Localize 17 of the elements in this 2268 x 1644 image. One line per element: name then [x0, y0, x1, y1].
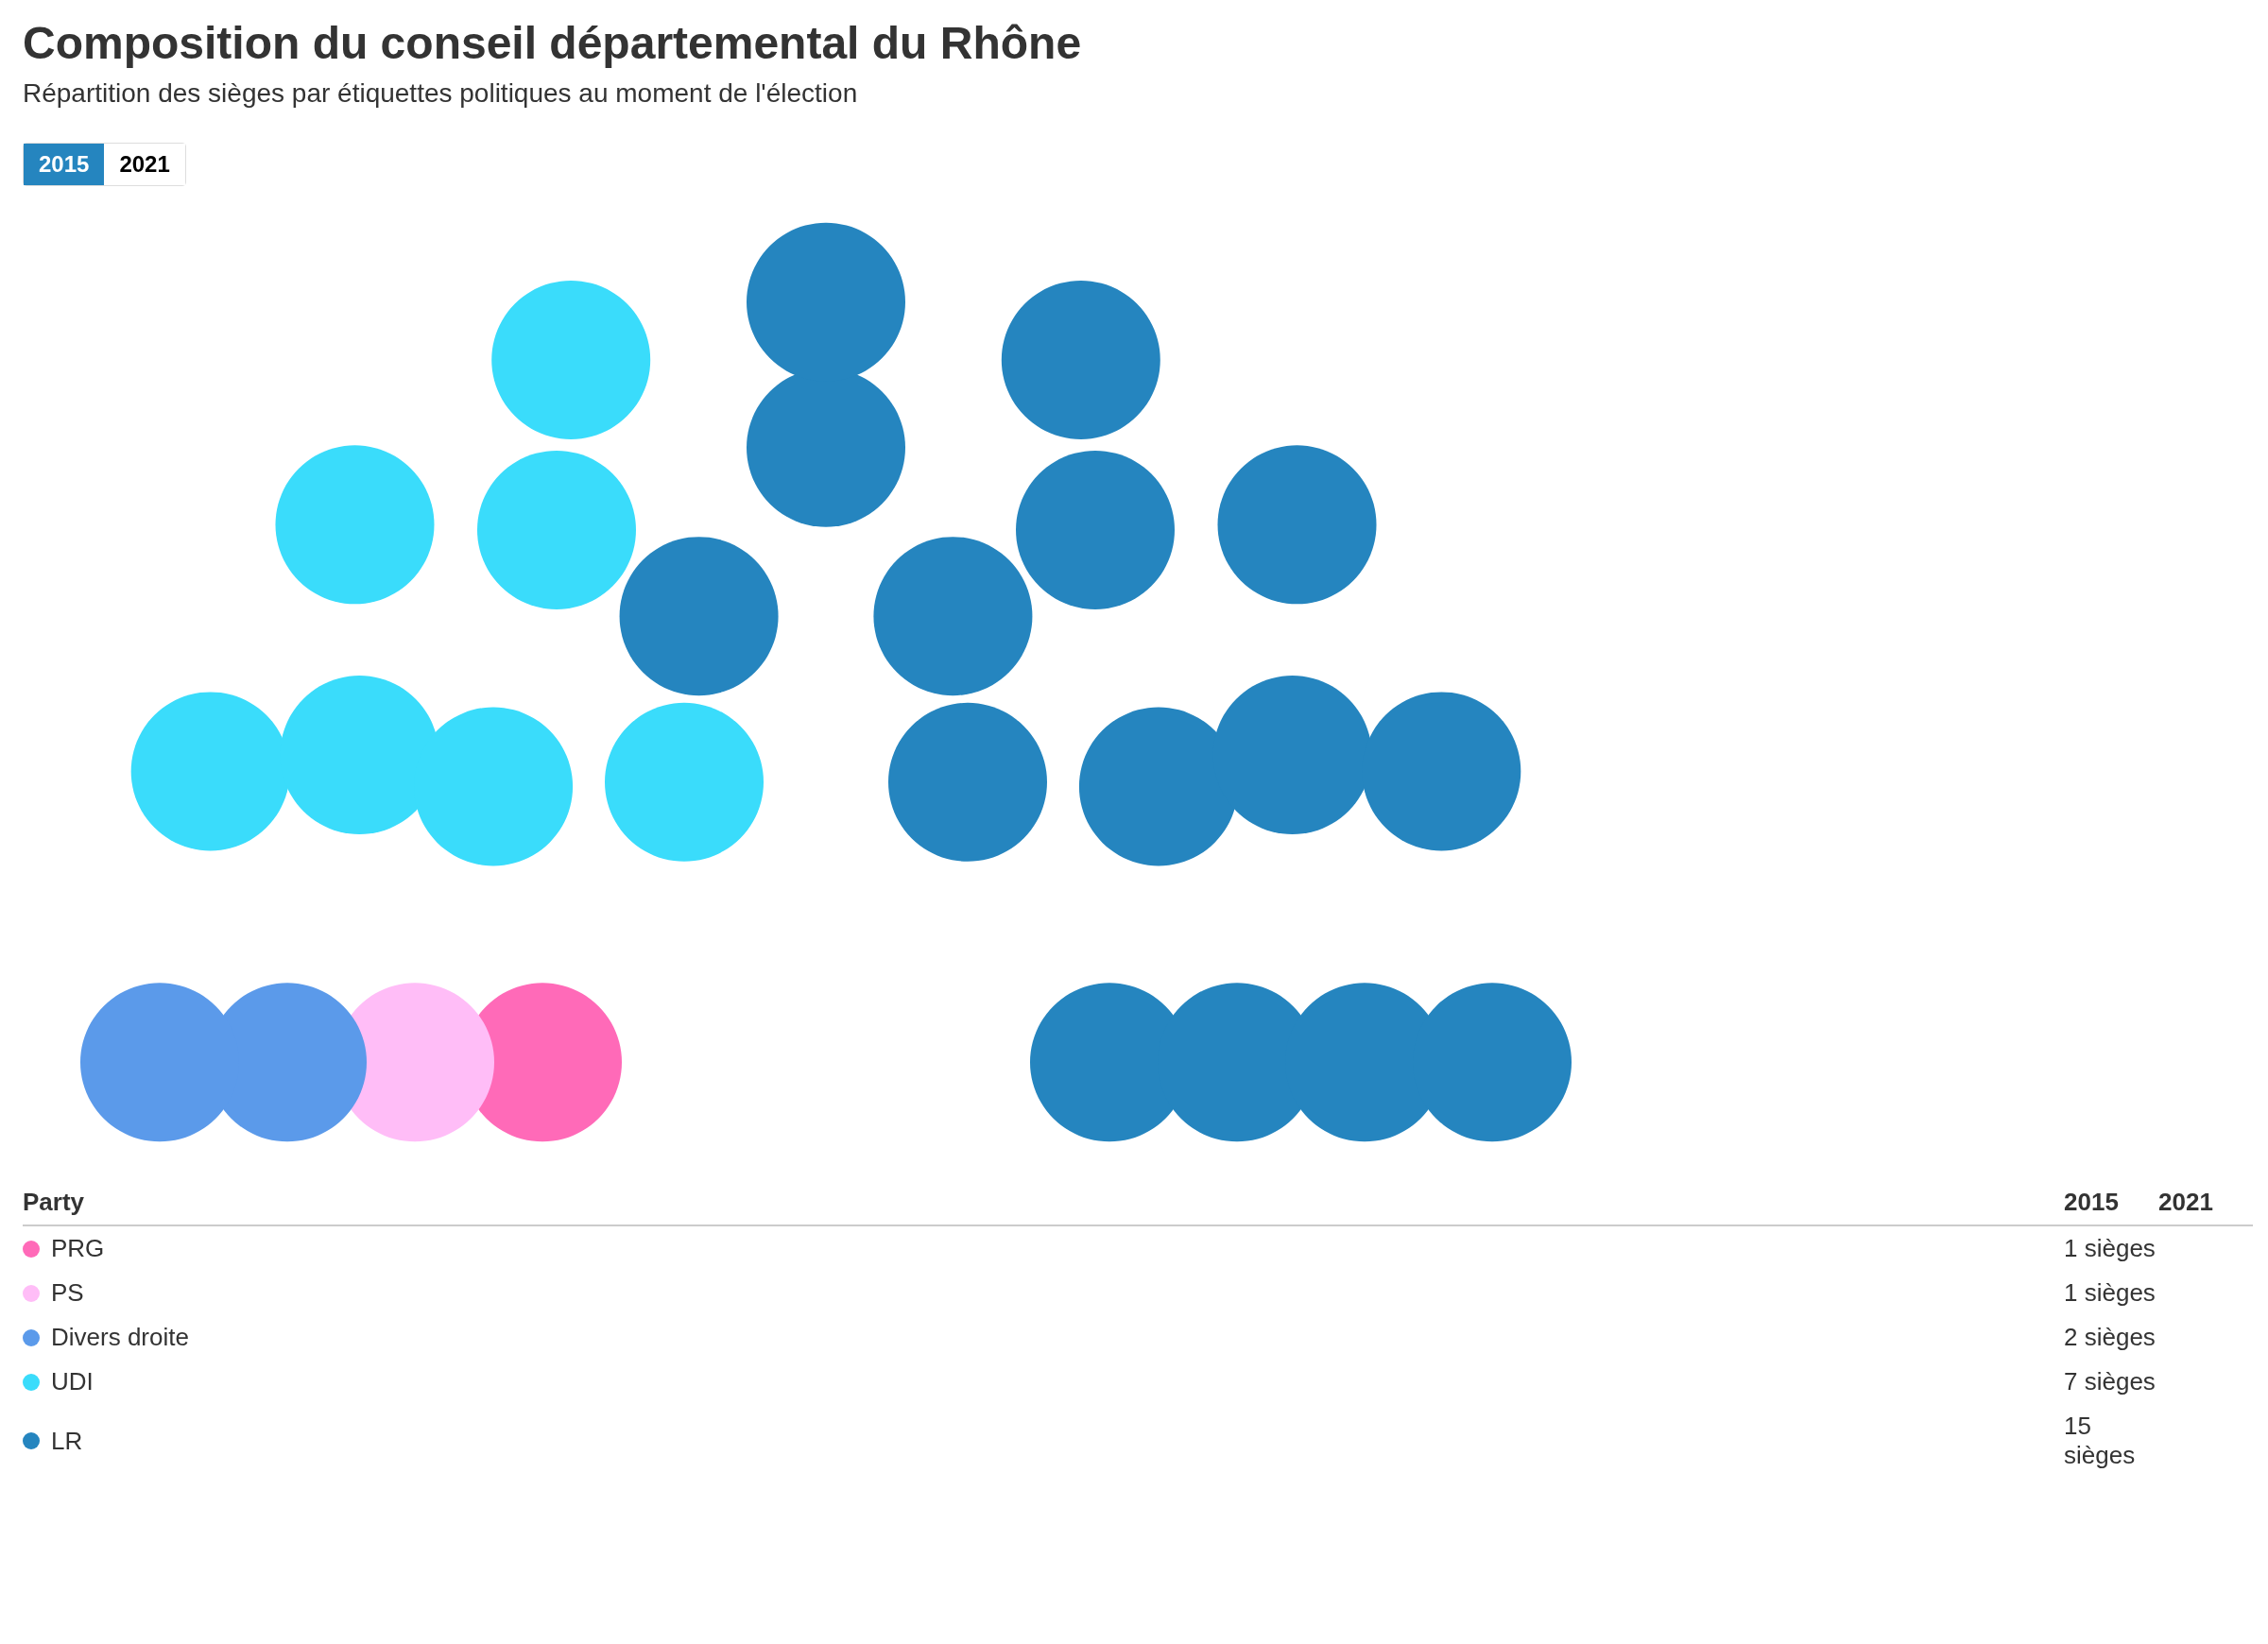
legend-label: 2021: [104, 144, 185, 185]
category-label: PS: [50, 1278, 85, 1308]
data-label: 1 sièges: [2064, 1234, 2156, 1263]
text: 2021: [2158, 1188, 2213, 1216]
data-label: 15 sièges: [2064, 1412, 2137, 1470]
text: 2015: [2064, 1188, 2119, 1216]
legend-title: Party: [23, 1188, 86, 1217]
text: 2015: [24, 144, 105, 185]
data-label: 7 sièges: [2064, 1367, 2156, 1396]
category-label: LR: [50, 1425, 84, 1457]
category-label: UDI: [50, 1367, 94, 1396]
category-label: PRG: [50, 1234, 106, 1263]
category-label: Divers droite: [50, 1323, 190, 1352]
text: Répartition des sièges par étiquettes politiques au moment de l'élection: [23, 78, 859, 109]
data-label: 2 sièges: [2064, 1323, 2156, 1352]
data-label: 1 sièges: [2064, 1278, 2156, 1308]
text: Composition du conseil départemental du Rhône: [23, 17, 1083, 69]
